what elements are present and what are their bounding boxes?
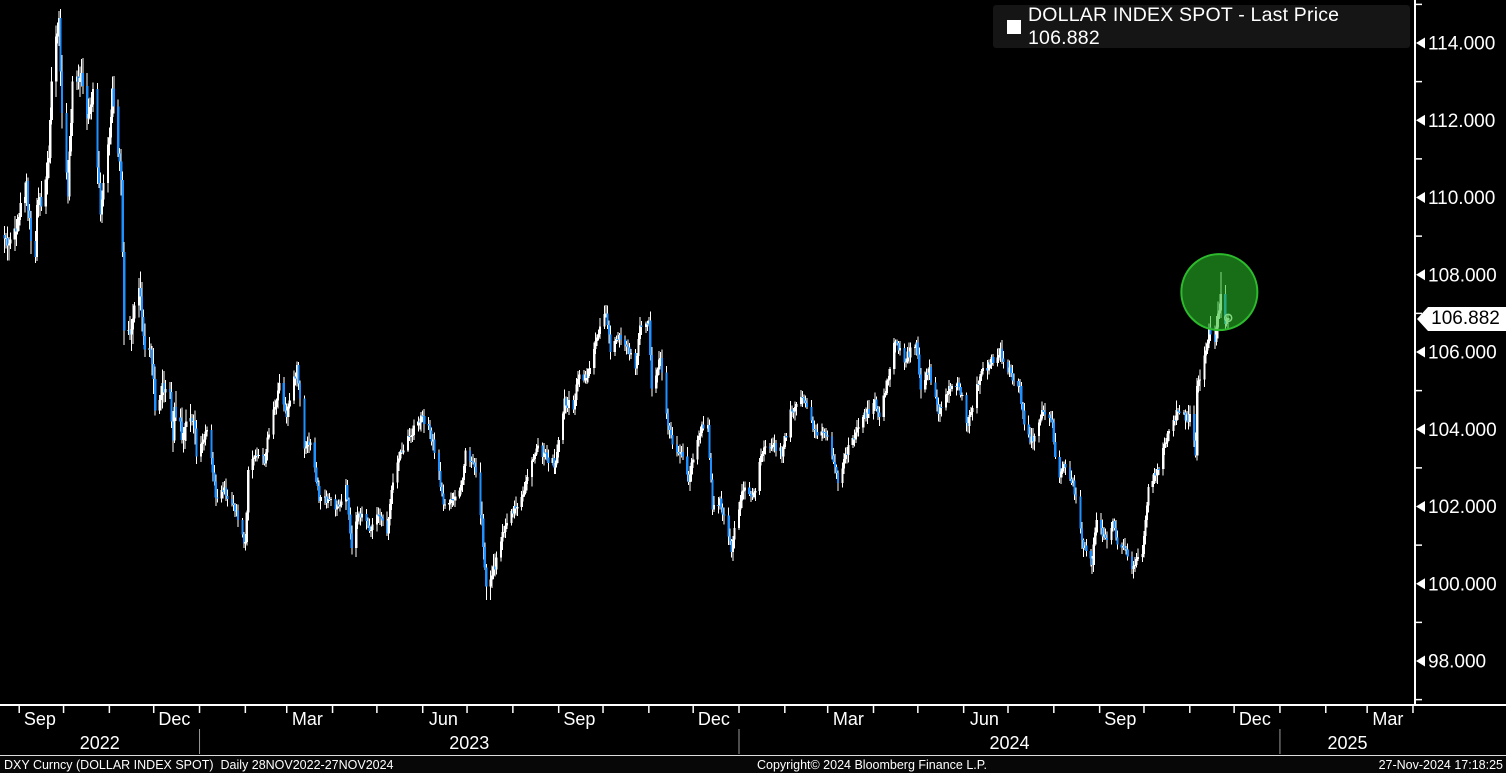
- series-color-marker: [1007, 19, 1021, 34]
- x-axis-year-label: 2025: [1327, 733, 1367, 753]
- y-axis-label: 98.000: [1428, 652, 1486, 673]
- x-axis-month-label: Jun: [970, 709, 999, 729]
- x-axis-month-label: Mar: [1372, 709, 1403, 729]
- x-axis-month-label: Sep: [24, 709, 56, 729]
- highlight-circle-annotation[interactable]: [1180, 253, 1259, 332]
- last-price-value: 106.882: [1431, 308, 1500, 329]
- price-chart-area[interactable]: 98.000 100.000 102.000 104.000 106.000 108.00…: [0, 0, 1506, 755]
- y-axis-label: 110.000: [1428, 188, 1495, 209]
- x-axis-month-label: Dec: [158, 709, 190, 729]
- x-axis-month-label: Dec: [698, 709, 730, 729]
- y-axis-label: 100.000: [1428, 574, 1497, 595]
- instrument-description: DXY Curncy (DOLLAR INDEX SPOT) Daily 28N…: [4, 758, 394, 772]
- chart-legend[interactable]: DOLLAR INDEX SPOT - Last Price 106.882: [993, 3, 1410, 49]
- y-axis-label: 112.000: [1428, 111, 1495, 132]
- status-bar: DXY Curncy (DOLLAR INDEX SPOT) Daily 28N…: [0, 755, 1506, 773]
- x-axis-month-label: Mar: [833, 709, 864, 729]
- x-axis-month-label: Sep: [563, 709, 595, 729]
- y-axis-label: 104.000: [1428, 420, 1497, 441]
- x-axis-year-label: 2024: [989, 733, 1029, 753]
- copyright-notice: Copyright© 2024 Bloomberg Finance L.P.: [757, 758, 987, 772]
- x-axis-month-label: Mar: [292, 709, 323, 729]
- last-price-axis-tag: 106.882: [1417, 307, 1506, 331]
- x-axis-month-label: Jun: [429, 709, 458, 729]
- y-axis-label: 102.000: [1428, 497, 1497, 518]
- x-axis-month-label: Sep: [1104, 709, 1136, 729]
- x-axis-year-label: 2023: [449, 733, 489, 753]
- y-axis-label: 108.000: [1428, 265, 1497, 286]
- y-axis-label: 114.000: [1428, 34, 1495, 55]
- timestamp: 27-Nov-2024 17:18:25: [1378, 758, 1503, 772]
- candle-series: [3, 9, 1230, 601]
- legend-label: DOLLAR INDEX SPOT - Last Price 106.882: [1028, 3, 1340, 49]
- x-axis-year-label: 2022: [80, 733, 120, 753]
- y-axis-label: 106.000: [1428, 343, 1497, 364]
- axes: 98.000 100.000 102.000 104.000 106.000 108.00…: [0, 0, 1506, 754]
- x-axis-month-label: Dec: [1239, 709, 1271, 729]
